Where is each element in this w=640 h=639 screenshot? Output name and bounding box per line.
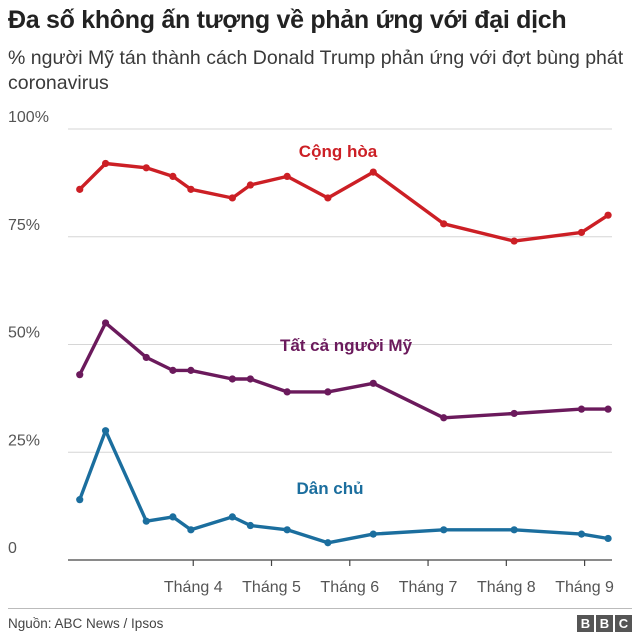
- data-point: [324, 388, 332, 396]
- bbc-logo: B B C: [577, 615, 632, 632]
- data-point: [228, 513, 236, 521]
- y-tick-label: 25%: [8, 432, 40, 449]
- data-point: [169, 172, 177, 181]
- x-tick-label: Tháng 7: [399, 579, 458, 596]
- data-point: [283, 388, 291, 396]
- data-point: [324, 194, 332, 202]
- data-point: [604, 405, 612, 413]
- axis-layer: 0 25% 50% 75% 100% Tháng 4 Tháng 5 Tháng 6 Tháng…: [8, 109, 614, 596]
- data-point: [76, 496, 84, 504]
- footer-divider: [8, 608, 632, 609]
- data-point: [228, 375, 236, 383]
- data-point: [510, 526, 518, 534]
- y-tick-label: 0: [8, 540, 17, 557]
- data-point: [510, 237, 518, 245]
- data-point: [169, 513, 177, 521]
- data-point: [142, 353, 150, 362]
- data-point: [142, 164, 150, 172]
- data-point: [246, 181, 254, 189]
- bbc-logo-letter: B: [577, 615, 594, 632]
- series-label: Dân chủ: [296, 479, 363, 498]
- data-point: [246, 375, 254, 383]
- data-point: [101, 159, 110, 168]
- series-group: [76, 319, 612, 422]
- data-point: [324, 539, 332, 547]
- data-point: [369, 530, 377, 538]
- series-line: [77, 429, 610, 545]
- x-tick-label: Tháng 4: [164, 579, 223, 596]
- series-label: Cộng hòa: [299, 142, 378, 161]
- data-point: [187, 526, 195, 534]
- y-tick-label: 50%: [8, 325, 40, 342]
- y-tick-label: 75%: [8, 217, 40, 234]
- data-point: [577, 530, 586, 538]
- data-point: [577, 405, 586, 413]
- series-label: Tất cả người Mỹ: [280, 336, 413, 355]
- data-point: [187, 185, 195, 193]
- source-note: Nguồn: ABC News / Ipsos: [8, 616, 164, 631]
- data-point: [440, 220, 448, 228]
- data-point: [142, 517, 150, 525]
- data-point: [283, 526, 291, 534]
- bbc-logo-letter: C: [615, 615, 632, 632]
- data-point: [369, 168, 377, 176]
- data-point: [246, 521, 254, 530]
- data-point: [440, 526, 448, 534]
- line-chart: 0 25% 50% 75% 100% Tháng 4 Tháng 5 Tháng 6 Tháng…: [8, 109, 614, 596]
- data-point: [369, 379, 377, 387]
- data-point: [440, 414, 448, 422]
- data-point: [76, 185, 84, 193]
- data-point: [169, 366, 177, 374]
- data-point: [604, 534, 612, 543]
- x-tick-label: Tháng 9: [555, 579, 614, 596]
- series-layer: [76, 159, 612, 547]
- data-point: [604, 211, 612, 219]
- x-tick-label: Tháng 5: [242, 579, 301, 596]
- label-layer: Cộng hòa Tất cả người Mỹ Dân chủ: [280, 142, 413, 498]
- data-point: [283, 172, 291, 181]
- series-group: [76, 427, 612, 547]
- y-tick-label: 100%: [8, 109, 49, 126]
- chart-title: Đa số không ấn tượng về phản ứng với đại…: [8, 6, 567, 34]
- data-point: [76, 371, 84, 379]
- data-point: [101, 427, 110, 435]
- chart-subtitle: % người Mỹ tán thành cách Donald Trump p…: [8, 47, 624, 94]
- grid-layer: [68, 128, 612, 561]
- series-group: [76, 159, 612, 245]
- x-tick-label: Tháng 8: [477, 579, 536, 596]
- data-point: [228, 194, 236, 202]
- data-point: [510, 409, 518, 418]
- x-tick-label: Tháng 6: [320, 579, 379, 596]
- data-point: [101, 319, 110, 327]
- series-line: [77, 321, 610, 420]
- bbc-logo-letter: B: [596, 615, 613, 632]
- series-line: [77, 161, 610, 243]
- data-point: [187, 366, 195, 374]
- data-point: [577, 228, 586, 237]
